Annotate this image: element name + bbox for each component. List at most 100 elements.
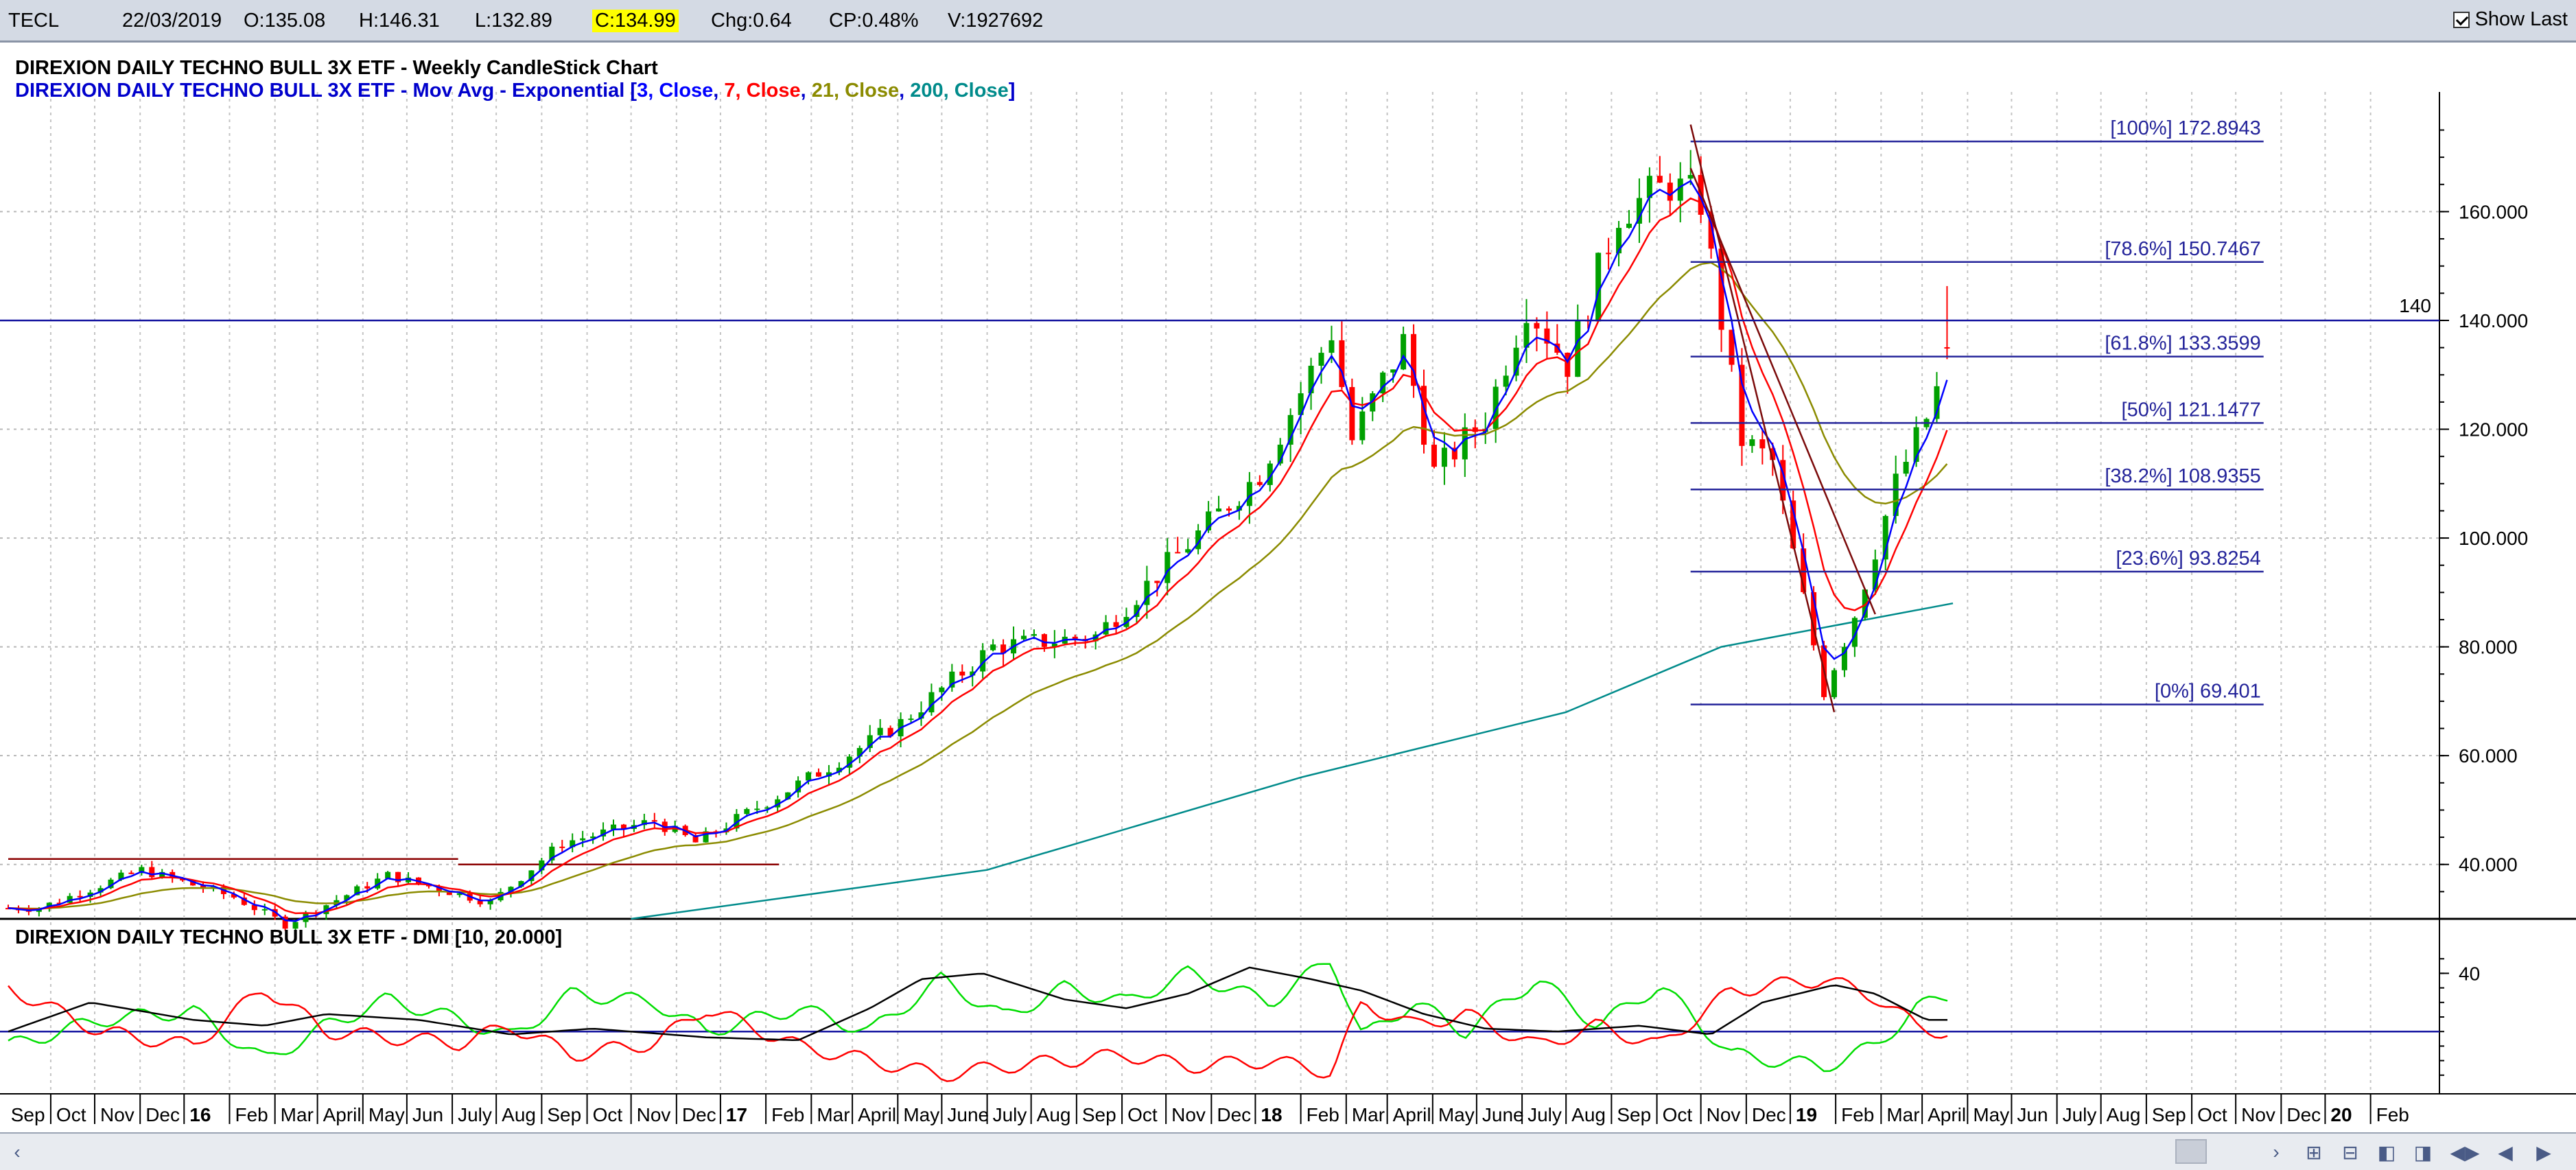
candle-body <box>1267 463 1273 485</box>
candle-body <box>56 902 62 904</box>
x-tick-label: April <box>858 1104 896 1125</box>
candle-body <box>159 871 165 878</box>
x-tick-label: Jun <box>2017 1104 2048 1125</box>
candle-body <box>1277 445 1283 464</box>
x-tick-label: Nov <box>1707 1104 1741 1125</box>
candle-body <box>1308 365 1314 394</box>
x-tick-label: 16 <box>189 1104 211 1125</box>
volume-label: V:1927692 <box>948 10 1044 32</box>
candle-body <box>1462 427 1468 460</box>
prev-icon[interactable]: ◀ <box>2498 1141 2513 1163</box>
candle-body <box>241 897 247 905</box>
candle-body <box>128 872 134 874</box>
candle-body <box>785 792 791 799</box>
candle-body <box>1513 347 1519 376</box>
navigation-bar: ‹ › ⊞ ⊟ ◧ ◨ ◀▶ ◀ ▶ <box>0 1132 2576 1170</box>
low-label: L:132.89 <box>475 10 552 32</box>
y-tick-label: 60.000 <box>2459 745 2518 767</box>
scroll-right-icon[interactable]: › <box>2273 1141 2280 1162</box>
ema-legend: DIREXION DAILY TECHNO BULL 3X ETF - Mov … <box>15 80 1015 102</box>
fit-right-icon[interactable]: ◨ <box>2413 1141 2433 1163</box>
x-tick-label: Mar <box>1886 1104 1919 1125</box>
candle-body <box>990 644 996 651</box>
x-tick-label: Dec <box>682 1104 716 1125</box>
zoom-out-icon[interactable]: ⊟ <box>2342 1141 2358 1163</box>
x-tick-label: Feb <box>1841 1104 1874 1125</box>
x-tick-label: Feb <box>2376 1104 2409 1125</box>
scrollbar-thumb[interactable] <box>2175 1139 2207 1164</box>
x-tick-label: 18 <box>1261 1104 1282 1125</box>
scroll-left-icon[interactable]: ‹ <box>14 1141 21 1162</box>
x-tick-label: Oct <box>2197 1104 2227 1125</box>
x-tick-label: July <box>458 1104 492 1125</box>
ema-legend-sep: , <box>801 80 812 102</box>
candle-body <box>261 909 268 911</box>
x-tick-label: Oct <box>1663 1104 1693 1125</box>
candle-body <box>1565 353 1571 377</box>
candle-body <box>1677 178 1683 201</box>
candle-body <box>1206 511 1212 531</box>
candle-body <box>282 916 288 929</box>
candle-body <box>559 846 565 848</box>
candle-body <box>1606 253 1612 255</box>
candle-body <box>1934 386 1940 419</box>
ema3-line <box>8 180 1948 922</box>
price-chart-title: DIREXION DAILY TECHNO BULL 3X ETF - Week… <box>15 57 658 79</box>
checkbox-icon[interactable] <box>2452 11 2470 28</box>
x-tick-label: April <box>323 1104 362 1125</box>
candle-body <box>1882 515 1888 560</box>
candle-body <box>1831 670 1837 697</box>
candle-body <box>1339 340 1345 388</box>
candle-body <box>1595 253 1602 322</box>
candle-body <box>1380 372 1386 394</box>
ema21-line <box>8 261 1948 910</box>
x-tick-label: Jun <box>412 1104 443 1125</box>
candle-body <box>1780 460 1786 501</box>
candle-body <box>1801 548 1807 592</box>
ema200-line <box>631 602 1954 920</box>
candle-body <box>1626 223 1632 229</box>
chart-area[interactable]: [100%] 172.8943 [78.6%] 150.7467 [61.8%] 1… <box>0 43 2576 1132</box>
zoom-in-icon[interactable]: ⊞ <box>2306 1141 2322 1163</box>
plus-di-line <box>8 963 1948 1073</box>
candle-body <box>1944 347 1950 349</box>
change-pct-label: CP:0.48% <box>829 10 919 32</box>
dmi-y-tick-label: 40 <box>2459 963 2480 984</box>
candle-body <box>1749 439 1755 446</box>
candle-body <box>1185 549 1191 553</box>
x-tick-label: Aug <box>502 1104 536 1125</box>
candle-body <box>231 893 237 898</box>
candle-body <box>518 880 524 887</box>
candle-body <box>385 871 391 879</box>
x-tick-label: May <box>903 1104 939 1125</box>
x-tick-label: Dec <box>1752 1104 1786 1125</box>
candle-body <box>928 692 935 713</box>
candle-body <box>406 877 412 882</box>
candle-body <box>1164 552 1171 583</box>
x-tick-label: July <box>1527 1104 1562 1125</box>
fit-left-icon[interactable]: ◧ <box>2377 1141 2396 1163</box>
expand-icon[interactable]: ◀▶ <box>2450 1141 2480 1163</box>
x-tick-label: Oct <box>593 1104 623 1125</box>
y-tick-label: 160.000 <box>2459 201 2528 222</box>
y-tick-label: 80.000 <box>2459 637 2518 658</box>
candle-body <box>77 896 83 898</box>
candle-body <box>180 878 186 881</box>
next-icon[interactable]: ▶ <box>2536 1141 2551 1163</box>
candle-body <box>446 891 452 896</box>
x-tick-label: July <box>2063 1104 2097 1125</box>
x-tick-label: Nov <box>100 1104 134 1125</box>
candle-body <box>1503 375 1509 387</box>
x-tick-label: May <box>1973 1104 2009 1125</box>
candle-body <box>806 772 812 781</box>
candle-body <box>456 893 462 896</box>
candle-body <box>1072 636 1078 640</box>
x-tick-label: May <box>368 1104 405 1125</box>
candle-body <box>1390 369 1396 373</box>
x-tick-label: Aug <box>1571 1104 1606 1125</box>
quote-toolbar: TECL 22/03/2019 O:135.08 H:146.31 L:132.… <box>0 0 2576 43</box>
x-tick-label: Nov <box>2241 1104 2275 1125</box>
horizontal-line-140[interactable]: 140 <box>0 295 2439 322</box>
show-last-toggle[interactable]: Show Last <box>2452 8 2568 31</box>
candle-body <box>1256 482 1263 485</box>
